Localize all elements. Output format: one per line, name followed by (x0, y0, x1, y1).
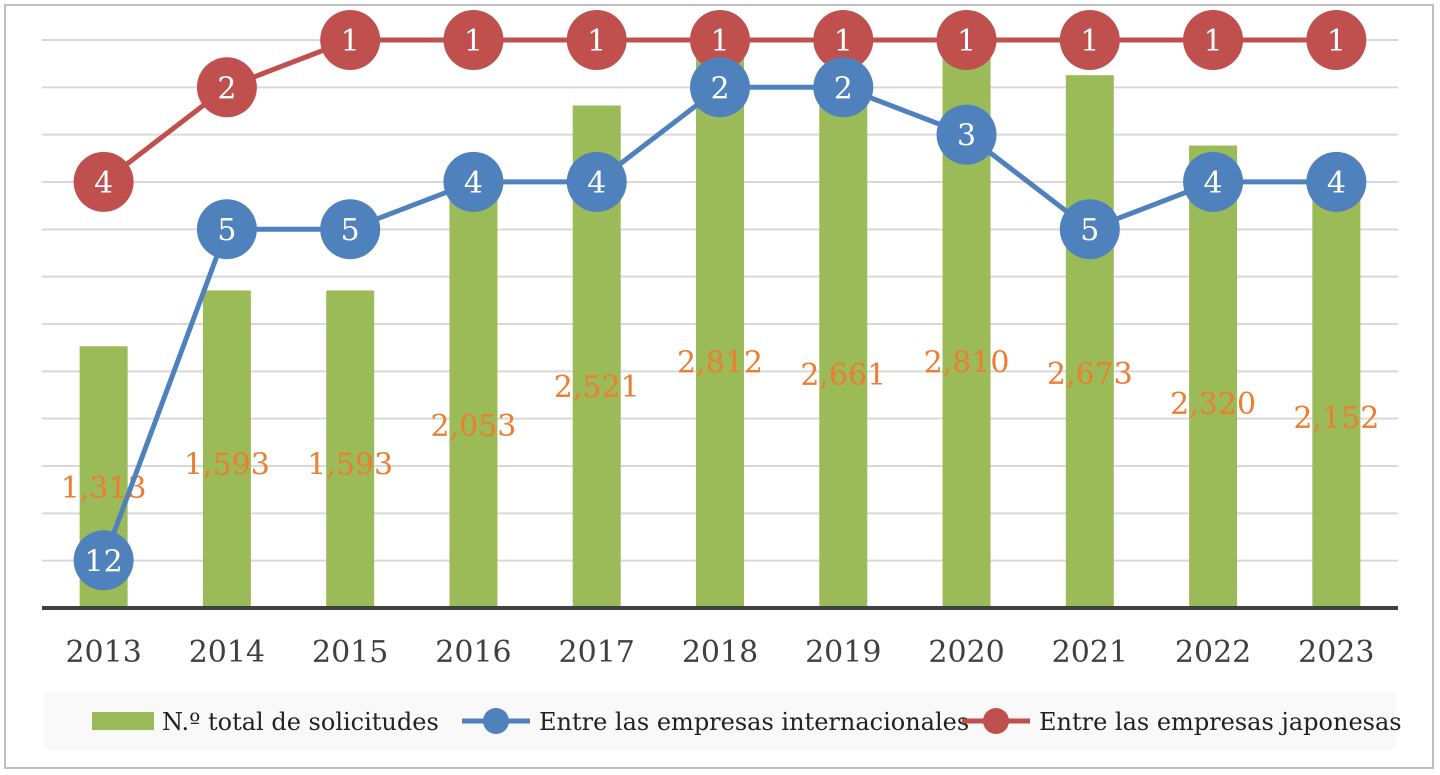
bar-2015 (326, 290, 375, 608)
japanese-marker-2022 (1183, 10, 1244, 70)
japanese-value-2022: 1 (1204, 24, 1223, 59)
japanese-value-2023: 1 (1327, 24, 1346, 59)
international-value-2022: 4 (1204, 166, 1223, 201)
japanese-value-2018: 1 (710, 24, 729, 59)
bar-label-2017: 2,521 (554, 370, 640, 405)
bar-label-2018: 2,812 (677, 346, 763, 381)
international-marker-2014 (196, 199, 257, 260)
bar-label-2019: 2,661 (800, 358, 886, 393)
international-marker-2022 (1183, 151, 1244, 212)
international-value-2023: 4 (1327, 166, 1346, 201)
x-tick-2015: 2015 (312, 635, 388, 670)
x-tick-2023: 2023 (1298, 635, 1374, 670)
bar-2016 (449, 198, 498, 608)
x-tick-2019: 2019 (805, 635, 881, 670)
international-value-2017: 4 (587, 166, 606, 201)
bar-2018 (696, 47, 744, 608)
legend-label-japanese: Entre las empresas japonesas (1039, 708, 1402, 736)
x-axis-ticks: 2013 2014 2015 2016 2017 2018 2019 2020 2021 2022… (65, 635, 1374, 670)
bar-2022 (1189, 145, 1238, 608)
x-tick-2014: 2014 (189, 635, 265, 670)
japanese-marker-2023 (1306, 10, 1367, 70)
x-tick-2020: 2020 (928, 635, 1004, 670)
x-tick-2016: 2016 (435, 635, 511, 670)
international-value-2013: 12 (85, 544, 123, 579)
international-marker-2021 (1059, 199, 1120, 260)
international-value-2020: 3 (957, 119, 976, 154)
bar-label-2020: 2,810 (924, 346, 1010, 381)
japanese-value-2015: 1 (341, 24, 360, 59)
international-marker-2019 (813, 57, 874, 118)
japanese-value-2021: 1 (1080, 24, 1099, 59)
japanese-marker-2013 (73, 151, 134, 212)
bar-label-2023: 2,152 (1293, 401, 1379, 436)
japanese-value-2017: 1 (587, 24, 606, 59)
japanese-marker-2014 (196, 57, 257, 118)
bar-label-2021: 2,673 (1047, 357, 1133, 392)
bar-2021 (1065, 75, 1114, 608)
bar-2014 (202, 290, 251, 608)
bar-2019 (819, 77, 868, 609)
x-tick-2018: 2018 (682, 635, 758, 670)
international-value-2021: 5 (1080, 213, 1099, 248)
japanese-value-2016: 1 (464, 24, 483, 59)
japanese-marker-2017 (566, 10, 627, 70)
legend-background (44, 692, 1396, 750)
japanese-marker-2020 (936, 10, 997, 70)
x-tick-2013: 2013 (65, 635, 141, 670)
bar-label-2015: 1,593 (307, 448, 393, 483)
international-value-2018: 2 (710, 71, 729, 106)
international-marker-2015 (320, 199, 381, 260)
bar-series (79, 47, 1361, 609)
japanese-value-2020: 1 (957, 24, 976, 59)
x-tick-2022: 2022 (1175, 635, 1251, 670)
bar-label-2016: 2,053 (431, 409, 517, 444)
x-tick-2021: 2021 (1052, 635, 1128, 670)
international-value-2016: 4 (464, 166, 483, 201)
x-tick-2017: 2017 (559, 635, 635, 670)
international-marker-2023 (1306, 151, 1367, 212)
japanese-value-2014: 2 (217, 71, 236, 106)
japanese-value-2019: 1 (834, 24, 853, 59)
japanese-marker-2019 (813, 10, 874, 70)
legend-label-total: N.º total de solicitudes (162, 708, 439, 736)
legend-swatch-total (92, 712, 154, 730)
line-series: 4 2 1 1 1 1 1 1 1 1 1 12 5 5 4 4 2 2 3 5 4 4 (73, 10, 1367, 591)
international-value-2015: 5 (341, 213, 360, 248)
international-marker-2017 (566, 151, 627, 212)
japanese-value-2013: 4 (94, 166, 113, 201)
japanese-marker-2015 (320, 10, 381, 70)
international-marker-2016 (443, 151, 504, 212)
bar-label-2022: 2,320 (1170, 387, 1256, 422)
international-value-2014: 5 (217, 213, 236, 248)
legend-marker-international (483, 708, 509, 734)
legend-marker-japanese (983, 708, 1009, 734)
international-marker-2020 (936, 104, 997, 165)
international-marker-2013 (73, 530, 134, 591)
bar-2023 (1312, 179, 1361, 608)
japanese-marker-2016 (443, 10, 504, 70)
bar-label-2014: 1,593 (184, 448, 270, 483)
legend-label-international: Entre las empresas internacionales (539, 708, 969, 736)
international-marker-2018 (690, 57, 750, 118)
international-value-2019: 2 (834, 71, 853, 106)
japanese-marker-2021 (1059, 10, 1120, 70)
japanese-marker-2018 (690, 10, 750, 70)
legend: N.º total de solicitudes Entre las empres… (44, 692, 1402, 750)
